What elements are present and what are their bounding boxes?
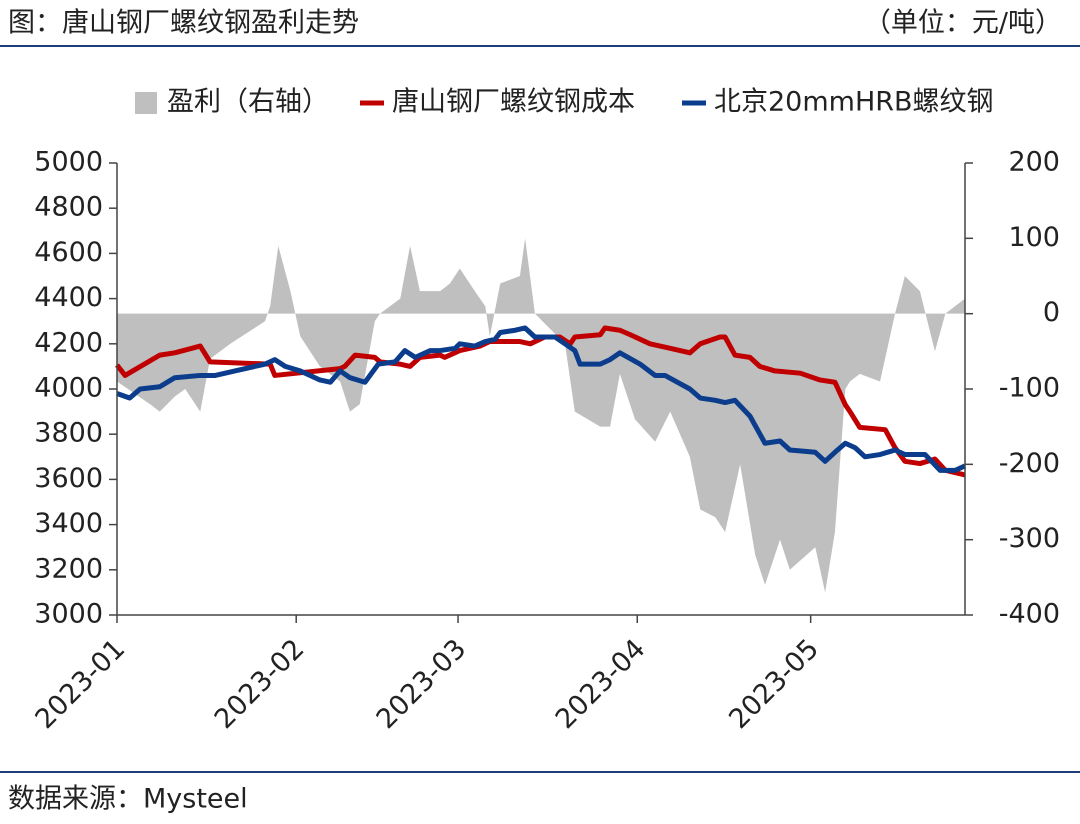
y-tick-label: 3200 — [34, 553, 103, 584]
y-tick-label: 4000 — [34, 373, 103, 404]
y-tick-label: 3400 — [34, 508, 103, 539]
profit-area — [117, 238, 965, 593]
legend-label: 盈利（右轴） — [167, 87, 329, 118]
source-note: 数据来源：Mysteel — [8, 784, 248, 815]
y-tick-label: 3800 — [34, 418, 103, 449]
x-tick-label: 2023-01 — [30, 633, 132, 735]
legend-swatch — [135, 92, 157, 114]
price-line — [115, 325, 966, 478]
y-tick-label: 3600 — [34, 463, 103, 494]
y2-tick-label: -300 — [999, 523, 1060, 554]
y-tick-label: 5000 — [34, 147, 103, 178]
y-tick-label: 3000 — [34, 599, 103, 630]
unit-note: （单位：元/吨） — [864, 8, 1062, 39]
legend-label: 北京20mmHRB螺纹钢 — [714, 87, 994, 118]
y-tick-label: 4400 — [34, 282, 103, 313]
chart-title: 图：唐山钢厂螺纹钢盈利走势 — [8, 8, 359, 39]
y2-tick-label: 200 — [1008, 147, 1060, 178]
price-line — [116, 325, 967, 473]
y2-tick-label: -100 — [999, 373, 1060, 404]
y2-tick-label: -400 — [999, 599, 1060, 630]
y-tick-label: 4600 — [34, 237, 103, 268]
x-tick-label: 2023-05 — [723, 633, 825, 735]
y-tick-label: 4200 — [34, 327, 103, 358]
x-tick-label: 2023-02 — [209, 633, 311, 735]
y2-tick-label: 0 — [1043, 297, 1060, 328]
y-tick-label: 4800 — [34, 192, 103, 223]
y2-tick-label: -200 — [999, 448, 1060, 479]
x-tick-label: 2023-03 — [371, 633, 473, 735]
legend-label: 唐山钢厂螺纹钢成本 — [392, 87, 635, 118]
x-tick-label: 2023-04 — [550, 633, 652, 735]
y2-tick-label: 100 — [1008, 222, 1060, 253]
